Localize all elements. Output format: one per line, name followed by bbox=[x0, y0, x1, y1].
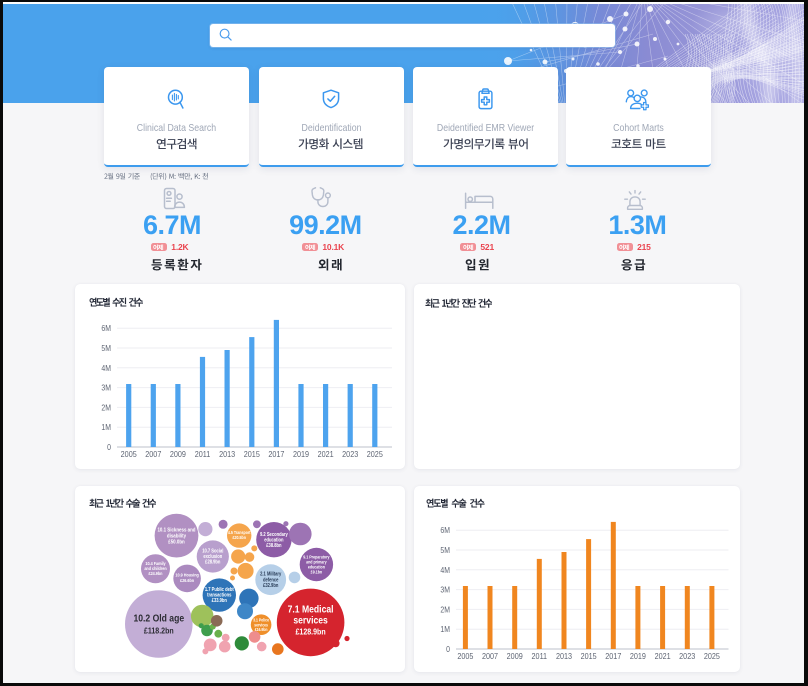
svg-text:5M: 5M bbox=[101, 343, 111, 353]
svg-text:2023: 2023 bbox=[679, 651, 696, 661]
svg-text:£33.9bn: £33.9bn bbox=[211, 598, 226, 603]
svg-text:disability: disability bbox=[166, 533, 185, 540]
svg-text:1M: 1M bbox=[101, 422, 111, 432]
svg-text:0: 0 bbox=[107, 442, 111, 452]
svg-text:2011: 2011 bbox=[194, 449, 210, 459]
svg-text:2011: 2011 bbox=[532, 651, 548, 661]
svg-text:4M: 4M bbox=[440, 565, 450, 575]
svg-text:6M: 6M bbox=[101, 323, 111, 333]
svg-text:2015: 2015 bbox=[581, 651, 598, 661]
svg-text:2M: 2M bbox=[440, 605, 450, 615]
svg-text:7.1 Medical: 7.1 Medical bbox=[287, 604, 333, 616]
svg-text:10.4 Family: 10.4 Family bbox=[145, 560, 166, 565]
svg-text:2007: 2007 bbox=[482, 651, 499, 661]
svg-text:0: 0 bbox=[446, 644, 450, 654]
svg-text:£32.9bn: £32.9bn bbox=[263, 583, 278, 588]
svg-text:£24.9bn: £24.9bn bbox=[148, 571, 162, 576]
svg-text:9.2 Secondary: 9.2 Secondary bbox=[260, 531, 288, 536]
svg-text:2013: 2013 bbox=[219, 449, 236, 459]
svg-text:9.1 Preparatory: 9.1 Preparatory bbox=[303, 554, 330, 559]
svg-text:10.2 Old age: 10.2 Old age bbox=[133, 613, 184, 625]
svg-text:2013: 2013 bbox=[556, 651, 573, 661]
svg-text:1.7 Public debt: 1.7 Public debt bbox=[204, 587, 233, 592]
svg-text:services: services bbox=[254, 623, 268, 627]
svg-text:exclusion: exclusion bbox=[203, 554, 222, 559]
svg-text:4.5 Transport: 4.5 Transport bbox=[227, 529, 250, 534]
svg-text:2023: 2023 bbox=[342, 449, 359, 459]
svg-text:2005: 2005 bbox=[120, 449, 137, 459]
svg-text:5M: 5M bbox=[440, 545, 450, 555]
svg-text:4M: 4M bbox=[101, 363, 111, 373]
svg-text:3M: 3M bbox=[101, 383, 111, 393]
svg-text:2021: 2021 bbox=[655, 651, 672, 661]
svg-text:2025: 2025 bbox=[366, 449, 383, 459]
svg-text:education: education bbox=[307, 564, 324, 569]
svg-text:2017: 2017 bbox=[605, 651, 622, 661]
svg-text:2019: 2019 bbox=[292, 449, 309, 459]
svg-text:transactions: transactions bbox=[207, 592, 232, 597]
svg-text:3.1 Police: 3.1 Police bbox=[253, 618, 269, 622]
svg-text:10.7 Social: 10.7 Social bbox=[202, 548, 223, 553]
svg-text:2005: 2005 bbox=[457, 651, 474, 661]
svg-text:£118.2bn: £118.2bn bbox=[143, 626, 173, 636]
svg-text:£9.1bn: £9.1bn bbox=[310, 569, 322, 574]
svg-text:£128.9bn: £128.9bn bbox=[295, 627, 325, 637]
svg-text:10.9 Housing: 10.9 Housing bbox=[175, 572, 199, 577]
svg-text:6M: 6M bbox=[440, 526, 450, 536]
svg-text:2025: 2025 bbox=[704, 651, 721, 661]
svg-text:2.1 Military: 2.1 Military bbox=[260, 571, 282, 576]
svg-text:2021: 2021 bbox=[317, 449, 334, 459]
svg-text:2015: 2015 bbox=[243, 449, 260, 459]
svg-text:2019: 2019 bbox=[630, 651, 647, 661]
svg-text:£28.9bn: £28.9bn bbox=[205, 559, 220, 564]
svg-text:£50.0bn: £50.0bn bbox=[168, 539, 184, 546]
svg-text:education: education bbox=[264, 537, 284, 542]
svg-text:10.1 Sickness and: 10.1 Sickness and bbox=[157, 527, 195, 534]
svg-text:3M: 3M bbox=[440, 585, 450, 595]
svg-text:£38.8bn: £38.8bn bbox=[266, 543, 281, 548]
svg-text:2017: 2017 bbox=[268, 449, 285, 459]
svg-text:services: services bbox=[293, 615, 327, 627]
svg-text:£26.6bn: £26.6bn bbox=[180, 577, 194, 582]
svg-text:2007: 2007 bbox=[145, 449, 162, 459]
svg-text:2009: 2009 bbox=[169, 449, 186, 459]
svg-text:£16.9bn: £16.9bn bbox=[254, 628, 267, 632]
svg-text:and primary: and primary bbox=[306, 559, 327, 564]
svg-text:1M: 1M bbox=[440, 625, 450, 635]
svg-text:2009: 2009 bbox=[507, 651, 524, 661]
svg-text:and children: and children bbox=[144, 566, 167, 571]
svg-text:defence: defence bbox=[262, 577, 278, 582]
svg-text:£20.5bn: £20.5bn bbox=[232, 534, 246, 539]
svg-text:2M: 2M bbox=[101, 402, 111, 412]
